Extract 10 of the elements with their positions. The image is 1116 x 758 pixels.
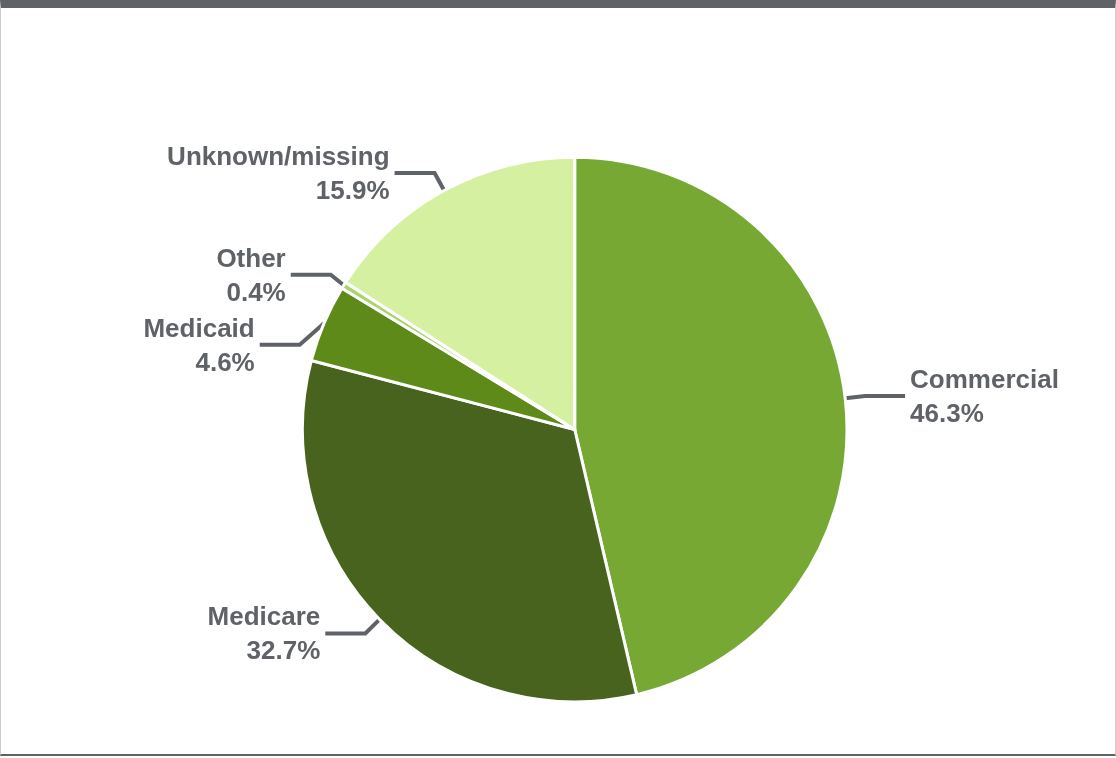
slice-label: Medicare [207,601,321,632]
slice-label: Other [216,242,286,273]
data-label: 4.6% [195,346,255,377]
slice-label: Medicaid [143,312,255,343]
data-label: 32.7% [246,635,321,666]
slice-label: Unknown/missing [167,140,390,171]
data-label: 46.3% [910,398,984,429]
data-label: 0.4% [226,276,286,307]
data-label: 15.9% [315,174,390,205]
slice-label: Commercial [910,364,1059,395]
